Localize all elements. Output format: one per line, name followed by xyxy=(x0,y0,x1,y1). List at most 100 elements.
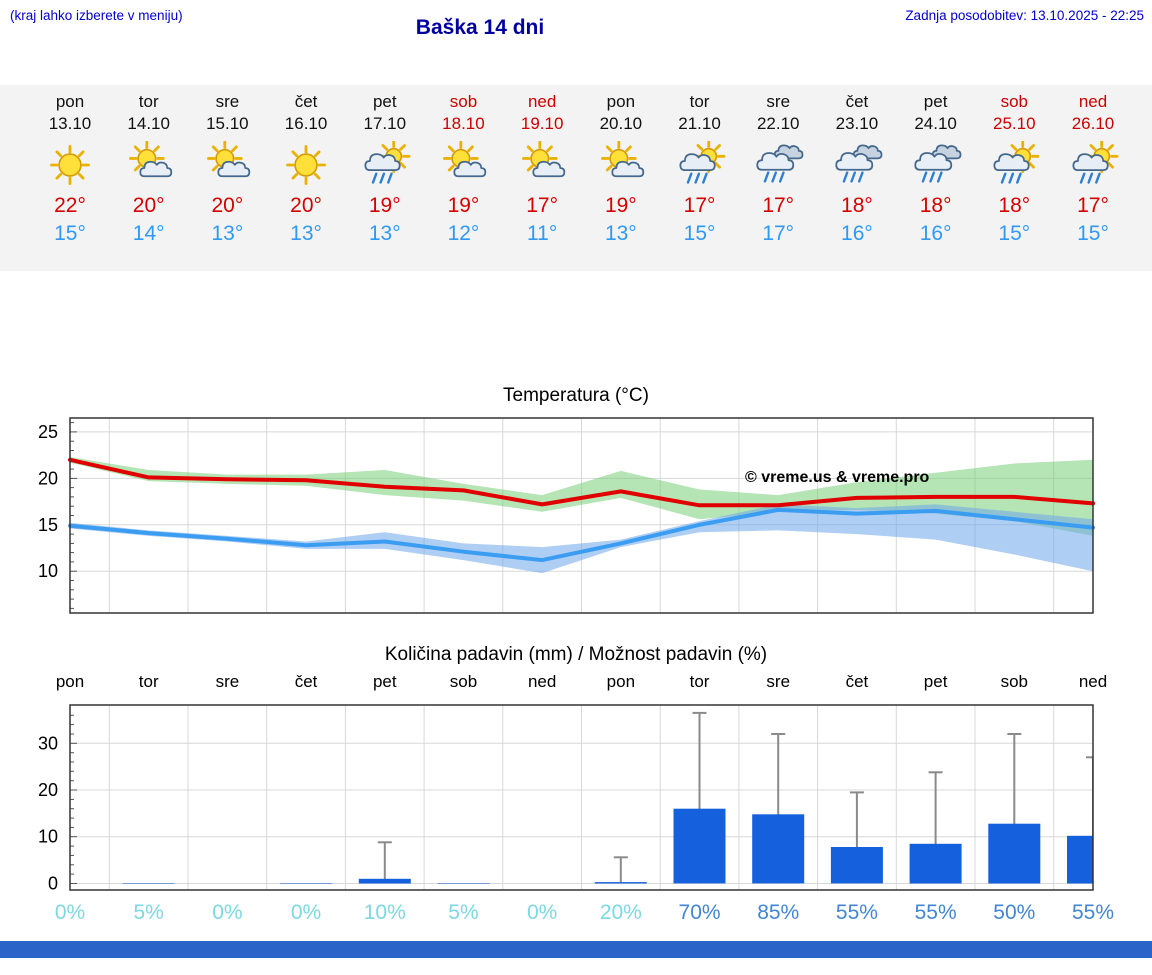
day-name: ned xyxy=(1078,92,1108,111)
svg-text:20: 20 xyxy=(38,468,58,488)
precip-probability: 50% xyxy=(993,901,1036,924)
forecast-day-25.10[interactable]: sob 25.10 18° 15° xyxy=(975,91,1053,247)
day-high-temp: 20° xyxy=(290,194,322,217)
day-high-temp: 17° xyxy=(526,194,559,217)
svg-text:15: 15 xyxy=(38,515,58,535)
day-low-temp: 13° xyxy=(211,222,244,245)
precip-probability: 0% xyxy=(212,901,243,924)
forecast-day-24.10[interactable]: pet 24.10 18° 16° xyxy=(897,91,975,247)
precip-probability: 55% xyxy=(914,901,957,924)
day-high-temp: 22° xyxy=(54,194,86,217)
day-high-temp: 17° xyxy=(762,194,795,217)
cloud-rain-icon xyxy=(751,141,805,189)
day-name: pet xyxy=(372,92,397,111)
forecast-day-17.10[interactable]: pet 17.10 19° 13° xyxy=(346,91,424,247)
svg-text:© vreme.us & vreme.pro: © vreme.us & vreme.pro xyxy=(745,469,930,486)
day-name: pet xyxy=(923,92,948,111)
precip-day-label: sob xyxy=(449,672,478,691)
svg-text:0: 0 xyxy=(48,874,58,894)
precip-day-label: ned xyxy=(1078,672,1108,691)
temperature-chart: 10 15 20 25 © vreme.us & vreme.pro xyxy=(38,417,1095,614)
sun-rain-icon xyxy=(987,139,1041,189)
day-low-temp: 17° xyxy=(762,222,795,245)
day-date: 19.10 xyxy=(520,114,564,133)
day-high-temp: 20° xyxy=(211,194,244,217)
day-date: 17.10 xyxy=(363,114,407,133)
forecast-day-23.10[interactable]: čet 23.10 18° 16° xyxy=(818,91,896,247)
precip-probability: 70% xyxy=(678,901,721,924)
day-high-temp: 17° xyxy=(1077,194,1109,217)
day-high-temp: 20° xyxy=(132,194,165,217)
day-name: pon xyxy=(55,92,85,111)
svg-text:10: 10 xyxy=(38,561,58,581)
precip-day-label: čet xyxy=(845,672,869,691)
forecast-day-18.10[interactable]: sob 18.10 19° 12° xyxy=(424,91,502,247)
precip-day-label: ned xyxy=(527,672,557,691)
day-high-temp: 19° xyxy=(604,194,637,217)
day-date: 21.10 xyxy=(678,114,721,133)
sun-rain-icon xyxy=(1066,139,1120,189)
precip-day-label: čet xyxy=(294,672,318,691)
forecast-day-19.10[interactable]: ned 19.10 17° 11° xyxy=(503,91,581,247)
forecast-day-26.10[interactable]: ned 26.10 17° 15° xyxy=(1054,91,1132,247)
precip-day-label: tor xyxy=(689,672,710,691)
day-name: čet xyxy=(294,92,318,111)
sun-cloud-icon xyxy=(594,140,648,189)
precip-day-label: tor xyxy=(138,672,159,691)
precip-day-labels: pon tor sre čet pet sob ned pon tor sre čet pet sob n… xyxy=(0,672,1152,696)
sun-icon xyxy=(43,141,97,189)
day-name: sre xyxy=(766,92,791,111)
day-date: 14.10 xyxy=(127,114,170,133)
precip-day-label: pet xyxy=(923,672,948,691)
day-high-temp: 19° xyxy=(447,194,480,217)
precip-day-label: pon xyxy=(606,672,636,691)
day-date: 16.10 xyxy=(284,114,328,133)
day-high-temp: 19° xyxy=(368,194,401,217)
sun-cloud-icon xyxy=(200,140,254,189)
day-low-temp: 11° xyxy=(527,222,558,245)
last-updated: Zadnja posodobitev: 13.10.2025 - 22:25 xyxy=(905,8,1144,23)
forecast-day-15.10[interactable]: sre 15.10 20° 13° xyxy=(188,91,266,247)
svg-text:20: 20 xyxy=(38,780,58,800)
precip-probability: 5% xyxy=(133,901,164,924)
day-high-temp: 18° xyxy=(841,194,873,217)
day-high-temp: 18° xyxy=(998,194,1031,217)
day-name: ned xyxy=(527,92,557,111)
forecast-day-13.10[interactable]: pon 13.10 22° 15° xyxy=(31,91,109,247)
forecast-day-22.10[interactable]: sre 22.10 17° 17° xyxy=(739,91,817,247)
day-date: 26.10 xyxy=(1071,114,1115,133)
day-date: 13.10 xyxy=(48,114,92,133)
day-low-temp: 15° xyxy=(54,222,86,245)
day-low-temp: 12° xyxy=(447,222,480,245)
precip-probability: 55% xyxy=(835,901,878,924)
forecast-day-14.10[interactable]: tor 14.10 20° 14° xyxy=(110,91,188,247)
day-high-temp: 18° xyxy=(919,194,952,217)
precip-probability: 85% xyxy=(757,901,800,924)
day-low-temp: 13° xyxy=(290,222,322,245)
day-date: 25.10 xyxy=(993,114,1036,133)
precip-probability: 55% xyxy=(1071,901,1115,924)
temperature-chart-title: Temperatura (°C) xyxy=(503,385,649,406)
day-name: tor xyxy=(689,92,710,111)
precip-probability: 0% xyxy=(54,901,86,924)
day-date: 22.10 xyxy=(756,114,800,133)
svg-text:25: 25 xyxy=(38,422,58,442)
forecast-day-20.10[interactable]: pon 20.10 19° 13° xyxy=(582,91,660,247)
location-menu-hint: (kraj lahko izberete v meniju) xyxy=(10,8,183,23)
day-date: 20.10 xyxy=(599,114,643,133)
daily-forecast-strip: pon 13.10 22° 15° tor 14.10 20° 14° sre 15.10 20° 1… xyxy=(0,85,1152,271)
day-high-temp: 17° xyxy=(683,194,716,217)
precip-probability: 5% xyxy=(448,901,479,924)
forecast-day-21.10[interactable]: tor 21.10 17° 15° xyxy=(661,91,739,247)
precip-day-label: pet xyxy=(372,672,397,691)
day-date: 24.10 xyxy=(914,114,957,133)
precip-day-label: sre xyxy=(215,672,240,691)
precip-probability: 0% xyxy=(290,901,322,924)
sun-cloud-icon xyxy=(122,140,176,189)
day-name: čet xyxy=(845,92,869,111)
forecast-day-16.10[interactable]: čet 16.10 20° 13° xyxy=(267,91,345,247)
sun-rain-icon xyxy=(358,139,412,189)
day-name: sob xyxy=(1000,92,1028,111)
day-date: 18.10 xyxy=(442,114,485,133)
precip-chart-title: Količina padavin (mm) / Možnost padavin … xyxy=(384,644,768,665)
